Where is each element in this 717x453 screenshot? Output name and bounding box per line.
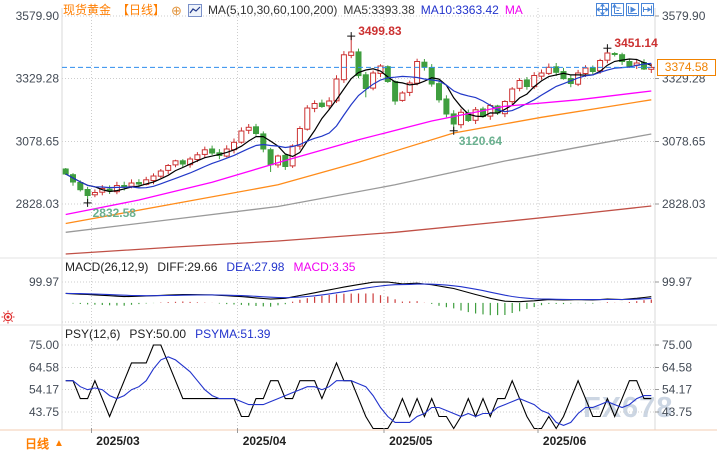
svg-text:64.58: 64.58 bbox=[662, 360, 692, 374]
macd-diff-value: DIFF:29.66 bbox=[157, 260, 218, 274]
watermark: FX678 bbox=[583, 392, 674, 424]
period-selector-label: 日线 bbox=[25, 437, 50, 451]
price-annotations: 3499.83 3451.14 3120.64 2832.58 bbox=[83, 24, 658, 220]
ma10-value: MA10:3363.42 bbox=[420, 3, 499, 17]
ma-more-label: MA bbox=[504, 3, 523, 17]
chart-header: 现货黄金 【日线】 ⊕ MA(5,10,30,60,100,200) MA5:3… bbox=[63, 3, 523, 18]
svg-text:43.75: 43.75 bbox=[662, 405, 692, 419]
ma-params-label: MA(5,10,30,60,100,200) bbox=[207, 3, 338, 17]
chart-toolbar bbox=[596, 3, 654, 16]
psy-params-label: PSY(12,6) bbox=[65, 327, 121, 341]
svg-text:54.17: 54.17 bbox=[29, 383, 59, 397]
svg-text:3120.64: 3120.64 bbox=[459, 134, 503, 148]
candlestick-series bbox=[62, 36, 655, 203]
macd-lines bbox=[65, 281, 652, 303]
psyma-value: PSYMA:51.39 bbox=[195, 327, 271, 341]
svg-text:3499.83: 3499.83 bbox=[358, 24, 402, 38]
period-tag: 【日线】 bbox=[117, 3, 166, 17]
psy-lines bbox=[65, 344, 652, 430]
svg-text:54.17: 54.17 bbox=[662, 383, 692, 397]
macd-dea-value: DEA:27.98 bbox=[226, 260, 285, 274]
svg-text:3579.90: 3579.90 bbox=[662, 9, 706, 23]
psy-value: PSY:50.00 bbox=[129, 327, 187, 341]
svg-text:2828.03: 2828.03 bbox=[662, 197, 706, 211]
divider-target-icon[interactable] bbox=[1, 310, 15, 329]
triangle-up-icon: ▲ bbox=[54, 438, 64, 449]
svg-text:99.97: 99.97 bbox=[662, 275, 692, 289]
svg-text:99.97: 99.97 bbox=[29, 275, 59, 289]
macd-hist-value: MACD:3.35 bbox=[293, 260, 356, 274]
svg-text:2832.58: 2832.58 bbox=[93, 206, 137, 220]
ma-chart-icon[interactable] bbox=[187, 4, 202, 17]
svg-text:3579.90: 3579.90 bbox=[16, 9, 60, 23]
macd-params-label: MACD(26,12,9) bbox=[65, 260, 149, 274]
period-selector[interactable]: 日线 ▲ bbox=[25, 435, 64, 452]
pan-icon[interactable] bbox=[596, 3, 609, 16]
panel-borders bbox=[0, 8, 717, 431]
macd-histogram bbox=[72, 293, 652, 316]
scroll-forward-icon[interactable] bbox=[626, 3, 639, 16]
svg-text:75.00: 75.00 bbox=[29, 338, 59, 352]
svg-text:2025/05: 2025/05 bbox=[389, 434, 433, 448]
svg-text:75.00: 75.00 bbox=[662, 338, 692, 352]
macd-header: MACD(26,12,9) DIFF:29.66 DEA:27.98 MACD:… bbox=[65, 260, 355, 274]
svg-text:3078.65: 3078.65 bbox=[662, 134, 706, 148]
instrument-title: 现货黄金 bbox=[63, 3, 112, 17]
ma-lines bbox=[65, 58, 652, 255]
svg-text:3329.28: 3329.28 bbox=[16, 72, 60, 86]
psy-header: PSY(12,6) PSY:50.00 PSYMA:51.39 bbox=[65, 327, 270, 341]
svg-text:3451.14: 3451.14 bbox=[614, 36, 658, 50]
svg-text:2025/04: 2025/04 bbox=[243, 434, 287, 448]
svg-text:3078.65: 3078.65 bbox=[16, 134, 60, 148]
svg-text:2025/06: 2025/06 bbox=[543, 434, 587, 448]
svg-text:43.75: 43.75 bbox=[29, 405, 59, 419]
svg-text:2025/03: 2025/03 bbox=[96, 434, 140, 448]
svg-text:64.58: 64.58 bbox=[29, 360, 59, 374]
circle-plus-icon[interactable]: ⊕ bbox=[171, 3, 182, 18]
goto-latest-icon[interactable] bbox=[641, 3, 654, 16]
auto-scale-icon[interactable] bbox=[611, 3, 624, 16]
svg-text:2828.03: 2828.03 bbox=[16, 197, 60, 211]
last-price-tag: 3374.58 bbox=[657, 59, 716, 76]
ma5-value: MA5:3393.38 bbox=[343, 3, 415, 17]
